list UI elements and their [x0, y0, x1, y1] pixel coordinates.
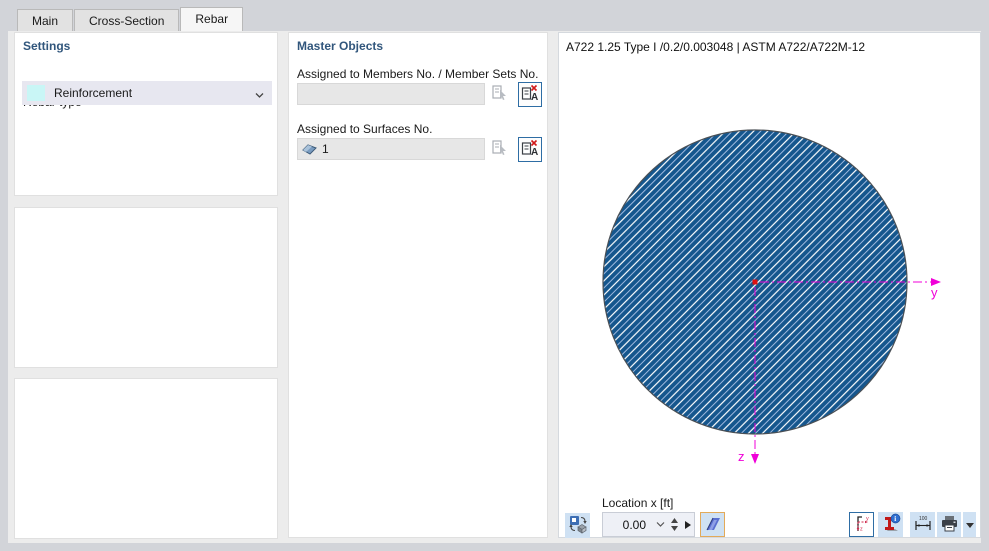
members-clear-all-button[interactable]: A [518, 82, 542, 107]
section-info-button[interactable]: i [878, 512, 903, 537]
tab-bar: Main Cross-Section Rebar [17, 7, 244, 31]
tab-rebar[interactable]: Rebar [180, 7, 244, 31]
placeholder-panel-1 [14, 207, 278, 368]
svg-text:y: y [866, 516, 869, 522]
printer-icon [939, 513, 959, 536]
location-x-value: 0.00 [622, 517, 646, 532]
location-step-forward-icon[interactable] [681, 513, 694, 536]
svg-text:A: A [531, 147, 538, 158]
rebar-type-value: Reinforcement [54, 86, 133, 100]
print-options-dropdown[interactable] [963, 512, 976, 537]
location-up-down-stepper[interactable] [668, 513, 681, 536]
members-select-pointer-button[interactable] [488, 82, 512, 107]
cross-section-drawing: y z [602, 129, 941, 464]
y-axis-arrow [931, 278, 941, 286]
assigned-surfaces-value: 1 [322, 142, 329, 156]
master-objects-header: Master Objects [297, 39, 384, 53]
settings-header: Settings [23, 39, 71, 53]
chevron-down-icon [965, 517, 974, 532]
rebar-type-dropdown[interactable]: Reinforcement [22, 81, 272, 105]
ibeam-info-icon: i [881, 513, 901, 536]
svg-text:A: A [531, 92, 538, 103]
surfaces-clear-all-button[interactable]: A [518, 137, 542, 162]
stress-point-flag-toggle[interactable] [700, 512, 725, 537]
assigned-surfaces-label: Assigned to Surfaces No. [297, 122, 433, 136]
surfaces-select-pointer-button[interactable] [488, 137, 512, 162]
select-with-pointer-icon [490, 138, 510, 161]
cross-section-viewer-panel: A722 1.25 Type I /0.2/0.003048 | ASTM A7… [558, 32, 981, 538]
section-axes-icon: y z [852, 514, 871, 536]
master-objects-panel: Master Objects Assigned to Members No. /… [288, 32, 548, 538]
sync-with-model-button[interactable] [565, 513, 590, 538]
z-axis-label: z [738, 449, 745, 464]
sync-model-icon [568, 514, 588, 537]
show-axes-toggle-button[interactable]: y z [849, 512, 874, 537]
assigned-surfaces-input[interactable]: 1 [297, 138, 485, 160]
svg-text:z: z [860, 526, 863, 532]
dimensions-toggle-button[interactable]: 100 [910, 512, 935, 537]
location-x-spinner[interactable]: 0.00 [602, 512, 695, 537]
location-dropdown-chevron-icon[interactable] [652, 513, 668, 536]
select-with-pointer-icon [490, 83, 510, 106]
chevron-down-icon [255, 89, 264, 98]
svg-text:100: 100 [919, 516, 928, 522]
z-axis-arrow [751, 454, 759, 464]
rebar-type-color-swatch [27, 85, 45, 101]
section-title: A722 1.25 Type I /0.2/0.003048 | ASTM A7… [566, 40, 866, 54]
flag-icon [704, 514, 722, 535]
print-button[interactable] [937, 512, 961, 537]
clear-all-icon: A [520, 83, 540, 106]
surface-icon [302, 143, 317, 155]
dimension-icon: 100 [913, 513, 933, 536]
assigned-members-label: Assigned to Members No. / Member Sets No… [297, 67, 539, 81]
centroid-marker [752, 279, 758, 285]
y-axis-label: y [931, 285, 938, 300]
clear-all-icon: A [520, 138, 540, 161]
svg-text:i: i [894, 515, 896, 523]
tab-main[interactable]: Main [17, 9, 74, 31]
settings-panel: Settings Rebar type Reinforcement [14, 32, 278, 196]
assigned-members-input[interactable] [297, 83, 485, 105]
tab-cross-section[interactable]: Cross-Section [74, 9, 180, 31]
location-x-label: Location x [ft] [602, 496, 674, 510]
placeholder-panel-2 [14, 378, 278, 539]
